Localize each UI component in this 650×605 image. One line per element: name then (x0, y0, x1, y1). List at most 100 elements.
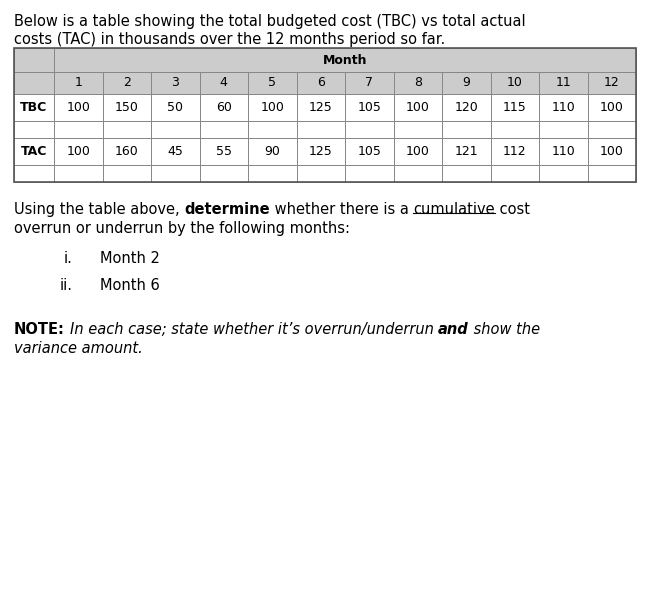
Text: Using the table above,: Using the table above, (14, 202, 184, 217)
Bar (588, 72, 636, 94)
Text: 100: 100 (600, 101, 624, 114)
Bar (345, 94, 393, 121)
Text: determine: determine (184, 202, 270, 217)
Bar (14, 72, 54, 94)
Text: TAC: TAC (21, 145, 47, 158)
Bar (103, 121, 151, 138)
Bar (248, 165, 296, 182)
Bar (539, 121, 588, 138)
Bar (393, 94, 442, 121)
Text: 150: 150 (115, 101, 138, 114)
Bar (588, 165, 636, 182)
Text: 11: 11 (555, 76, 571, 90)
Bar (539, 138, 588, 165)
Bar (200, 72, 248, 94)
Text: 7: 7 (365, 76, 373, 90)
Bar (442, 138, 491, 165)
Bar (588, 121, 636, 138)
Text: costs (TAC) in thousands over the 12 months period so far.: costs (TAC) in thousands over the 12 mon… (14, 32, 445, 47)
Bar (151, 94, 200, 121)
Text: 55: 55 (216, 145, 232, 158)
Bar (103, 94, 151, 121)
Text: 45: 45 (167, 145, 183, 158)
Bar (54, 165, 103, 182)
Bar (393, 138, 442, 165)
Bar (588, 94, 636, 121)
Bar (393, 121, 442, 138)
Bar (345, 121, 393, 138)
Text: 10: 10 (507, 76, 523, 90)
Bar (442, 72, 491, 94)
Bar (442, 94, 491, 121)
Text: 110: 110 (551, 101, 575, 114)
Bar (248, 72, 296, 94)
Bar (14, 48, 54, 72)
Bar (248, 121, 296, 138)
Bar (539, 121, 588, 138)
Text: 9: 9 (462, 76, 470, 90)
Bar (539, 72, 588, 94)
Bar (151, 121, 200, 138)
Bar (14, 165, 54, 182)
Bar (103, 165, 151, 182)
Bar (103, 94, 151, 121)
Bar (442, 138, 491, 165)
Text: 12: 12 (604, 76, 619, 90)
Bar (588, 138, 636, 165)
Text: variance amount.: variance amount. (14, 341, 143, 356)
Bar (151, 165, 200, 182)
Text: 115: 115 (503, 101, 526, 114)
Bar (248, 165, 296, 182)
Bar (345, 138, 393, 165)
Bar (345, 72, 393, 94)
Bar (588, 165, 636, 182)
Bar (296, 165, 345, 182)
Bar (588, 121, 636, 138)
Text: 105: 105 (358, 145, 381, 158)
Text: 100: 100 (406, 145, 430, 158)
Bar (14, 72, 54, 94)
Text: In each case; state whether it’s overrun/underrun: In each case; state whether it’s overrun… (70, 322, 438, 337)
Bar (54, 121, 103, 138)
Bar (200, 121, 248, 138)
Bar (103, 165, 151, 182)
Text: 3: 3 (172, 76, 179, 90)
Bar (345, 72, 393, 94)
Bar (296, 94, 345, 121)
Bar (442, 165, 491, 182)
Bar (103, 138, 151, 165)
Bar (442, 165, 491, 182)
Bar (200, 121, 248, 138)
Bar (54, 72, 103, 94)
Bar (54, 72, 103, 94)
Bar (393, 72, 442, 94)
Bar (200, 165, 248, 182)
Bar (296, 72, 345, 94)
Bar (442, 121, 491, 138)
Text: ii.: ii. (60, 278, 73, 293)
Bar (491, 72, 539, 94)
Bar (491, 165, 539, 182)
Bar (393, 165, 442, 182)
Text: Month 2: Month 2 (100, 251, 160, 266)
Text: 2: 2 (123, 76, 131, 90)
Bar (54, 48, 636, 72)
Bar (393, 94, 442, 121)
Bar (54, 165, 103, 182)
Bar (200, 94, 248, 121)
Bar (296, 165, 345, 182)
Text: Month: Month (323, 53, 367, 67)
Bar (296, 121, 345, 138)
Text: 125: 125 (309, 101, 333, 114)
Text: i.: i. (64, 251, 73, 266)
Bar (345, 165, 393, 182)
Bar (393, 121, 442, 138)
Bar (588, 94, 636, 121)
Bar (539, 94, 588, 121)
Text: 5: 5 (268, 76, 276, 90)
Bar (151, 138, 200, 165)
Bar (151, 72, 200, 94)
Bar (103, 72, 151, 94)
Bar (248, 138, 296, 165)
Bar (151, 138, 200, 165)
